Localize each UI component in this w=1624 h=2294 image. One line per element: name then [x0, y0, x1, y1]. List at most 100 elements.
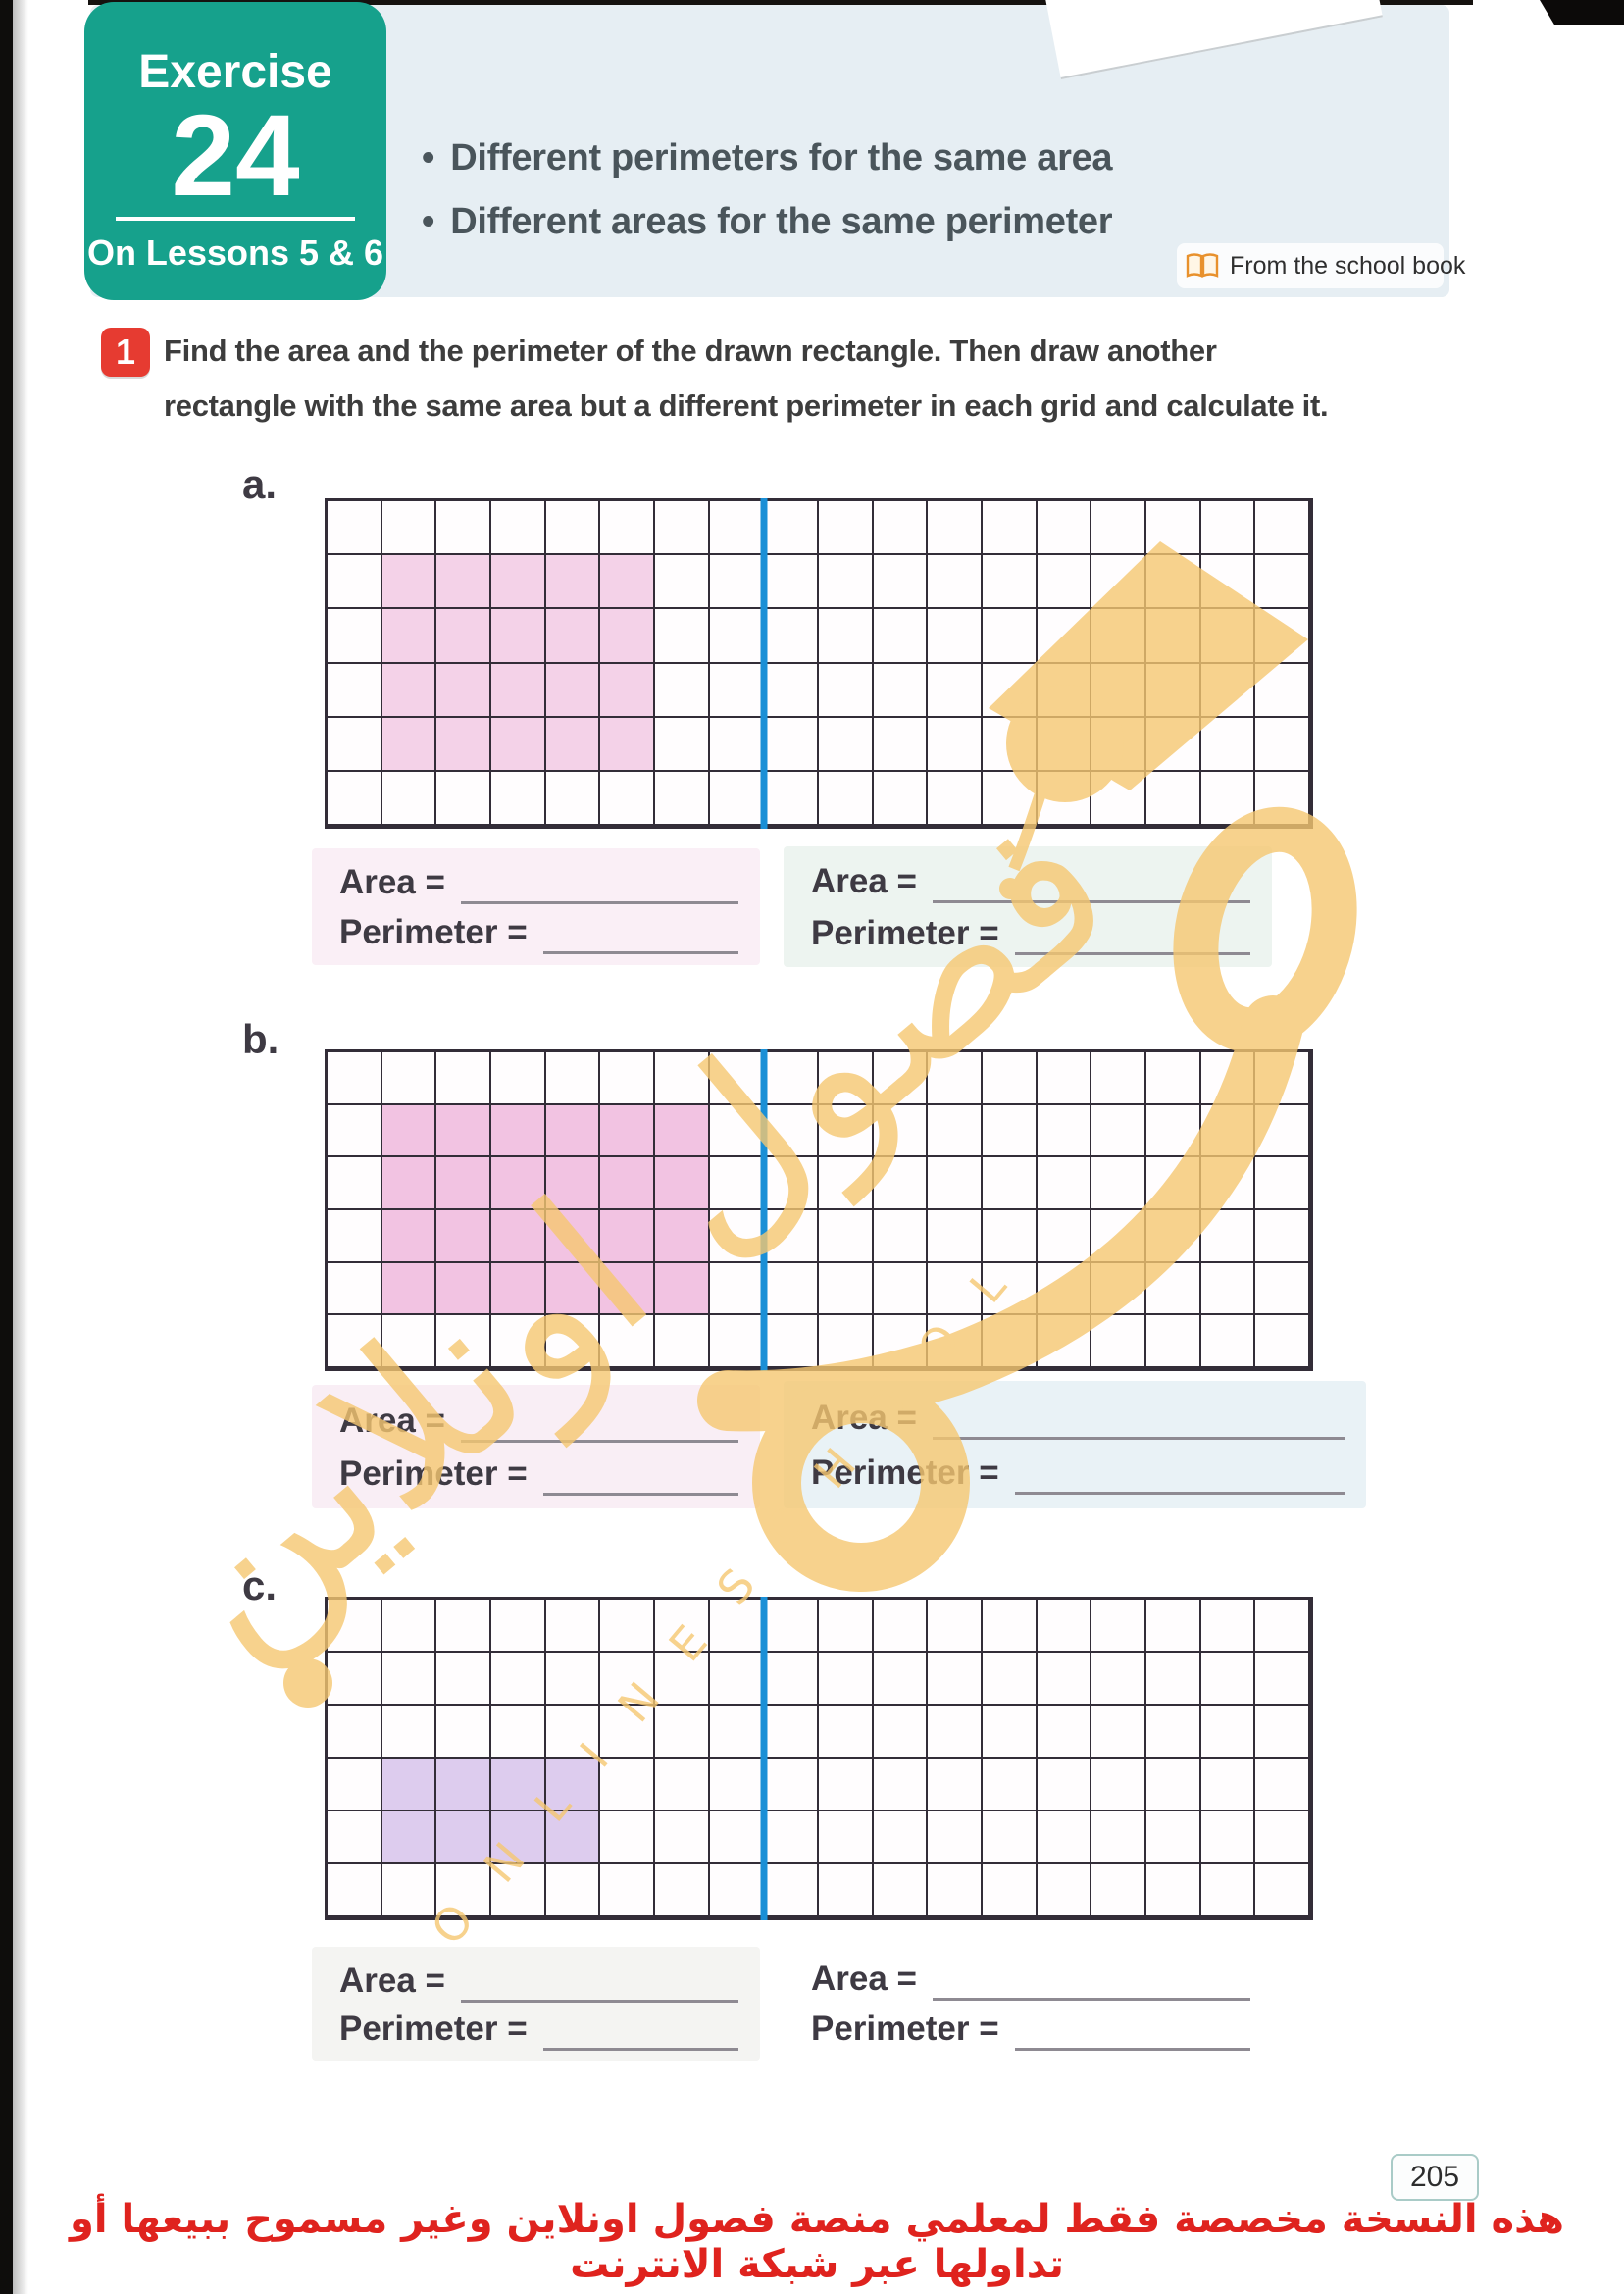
grid-cell [655, 1653, 710, 1706]
grid-cell [983, 1600, 1038, 1653]
grid-cell [436, 1600, 491, 1653]
book-icon [1185, 252, 1220, 280]
grid-cell [709, 555, 765, 610]
grid-cell [1255, 1706, 1310, 1759]
grid-cell [1037, 1759, 1092, 1811]
grid-cell [819, 1052, 874, 1105]
grid-cell [1146, 1653, 1201, 1706]
grid-cell [1037, 555, 1092, 610]
grid-cell [1091, 1811, 1146, 1864]
perimeter-field: Perimeter = [811, 908, 1256, 955]
badge-subtitle: On Lessons 5 & 6 [86, 232, 384, 273]
grid-cell [600, 1706, 655, 1759]
grid-cell [928, 501, 983, 556]
grid-cell [545, 1811, 601, 1864]
grid-cell [819, 1706, 874, 1759]
grid-cell [328, 1706, 382, 1759]
grid-cell [545, 1262, 601, 1316]
grid-cell [983, 771, 1038, 826]
grid-cell [600, 1864, 655, 1917]
grid-cell [1037, 1052, 1092, 1105]
grid-cell [1200, 717, 1256, 772]
grid-cell [873, 1262, 929, 1316]
grid-cell [1091, 771, 1146, 826]
grid-cell [1146, 663, 1201, 718]
grid-cell [328, 1600, 382, 1653]
grid-cell [1255, 1104, 1310, 1158]
grid-cell [873, 555, 929, 610]
grid-cell [928, 771, 983, 826]
grid-cell [928, 555, 983, 610]
grid-cell [1037, 1210, 1092, 1263]
grid-cell [600, 663, 655, 718]
grid-cell [764, 555, 819, 610]
perimeter-field: Perimeter = [811, 1448, 1350, 1495]
grid-cell [491, 1864, 546, 1917]
grid-cell [1091, 609, 1146, 664]
grid-cell [1255, 771, 1310, 826]
grid-cell [381, 1811, 437, 1864]
area-label: Area = [339, 1402, 445, 1440]
perimeter-field: Perimeter = [339, 907, 744, 954]
grid-cell [1037, 771, 1092, 826]
grid-cell [1200, 501, 1256, 556]
grid-cell [328, 1811, 382, 1864]
grid-cell [764, 1157, 819, 1210]
grid-cell [491, 771, 546, 826]
grid-cell [983, 1262, 1038, 1316]
question-text: Find the area and the perimeter of the d… [164, 324, 1537, 433]
grid-cell [819, 1262, 874, 1316]
grid-cell [1200, 1315, 1256, 1368]
grid-cell [600, 1315, 655, 1368]
grid-cell [655, 1315, 710, 1368]
grid-cell [709, 1262, 765, 1316]
grid-cell [381, 1104, 437, 1158]
grid-cell [983, 609, 1038, 664]
grid-cell [1146, 1811, 1201, 1864]
grid-cell [545, 1706, 601, 1759]
grid-cell [328, 555, 382, 610]
area-field: Area = [811, 856, 1256, 904]
grid-cell [491, 555, 546, 610]
grid-cell [709, 1864, 765, 1917]
grid-cell [1146, 1759, 1201, 1811]
grid-cell [819, 1600, 874, 1653]
grid-cell [1255, 501, 1310, 556]
grid-cell [928, 1262, 983, 1316]
grid-cell [436, 1052, 491, 1105]
grid-cell [491, 501, 546, 556]
grid-cell [655, 555, 710, 610]
grid-cell [436, 501, 491, 556]
grid-cell [655, 1210, 710, 1263]
grid-cell [764, 717, 819, 772]
perimeter-label: Perimeter = [811, 2009, 999, 2048]
grid-center-divider [760, 1597, 768, 1920]
grid-cell [545, 663, 601, 718]
grid-cell [545, 1864, 601, 1917]
grid-cell [983, 1759, 1038, 1811]
grid-cell [436, 771, 491, 826]
grid-cell [928, 1811, 983, 1864]
grid-cell [1091, 717, 1146, 772]
grid-cell [600, 501, 655, 556]
grid-cell [1200, 1157, 1256, 1210]
grid-cell [983, 1706, 1038, 1759]
grid-cell [381, 1864, 437, 1917]
grid-cell [491, 1052, 546, 1105]
grid-cell [436, 609, 491, 664]
grid-a [325, 498, 1313, 829]
grid-cell [873, 663, 929, 718]
grid-cell [873, 501, 929, 556]
page-number: 205 [1391, 2154, 1479, 2201]
grid-cell [819, 717, 874, 772]
grid-cell [983, 1315, 1038, 1368]
area-label: Area = [339, 863, 445, 902]
grid-cell [1091, 1052, 1146, 1105]
grid-cell [819, 1104, 874, 1158]
grid-cell [873, 717, 929, 772]
grid-cell [491, 1759, 546, 1811]
badge-divider [116, 217, 355, 221]
grid-cell [1037, 609, 1092, 664]
grid-cell [709, 663, 765, 718]
grid-cell [1200, 663, 1256, 718]
